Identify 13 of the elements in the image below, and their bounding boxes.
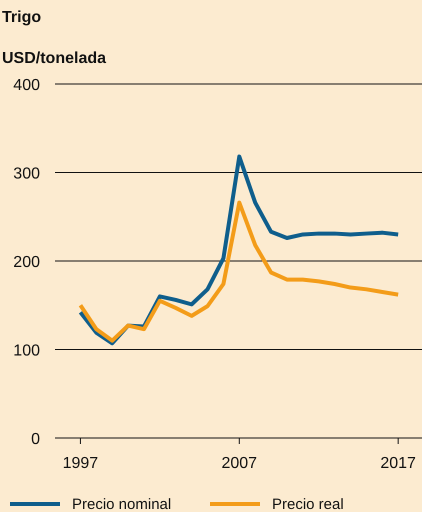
x-tick-label: 2007: [221, 455, 258, 472]
legend-label: Precio real: [272, 496, 344, 512]
y-tick-label: 300: [13, 166, 40, 182]
legend-label: Precio nominal: [72, 496, 172, 512]
y-tick-label: 400: [13, 77, 40, 94]
line-series: [78, 200, 400, 343]
x-tick-label: 1997: [62, 455, 98, 472]
y-axis-title: USD/tonelada: [2, 50, 106, 67]
y-tick-label: 200: [13, 254, 40, 271]
x-tick-label: 2017: [380, 455, 416, 472]
chart-title: Trigo: [2, 9, 42, 26]
y-tick-label: 0: [31, 431, 40, 448]
y-tick-label: 100: [13, 342, 40, 360]
